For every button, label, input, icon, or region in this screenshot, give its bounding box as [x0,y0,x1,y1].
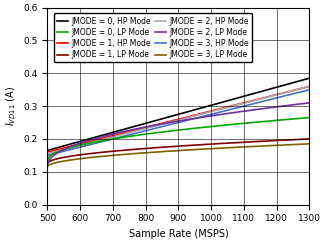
Legend: JMODE = 0, HP Mode, JMODE = 0, LP Mode, JMODE = 1, HP Mode, JMODE = 1, LP Mode, : JMODE = 0, HP Mode, JMODE = 0, LP Mode, … [54,13,252,62]
X-axis label: Sample Rate (MSPS): Sample Rate (MSPS) [128,229,228,239]
Y-axis label: $I_{VD11}$ (A): $I_{VD11}$ (A) [4,86,18,126]
